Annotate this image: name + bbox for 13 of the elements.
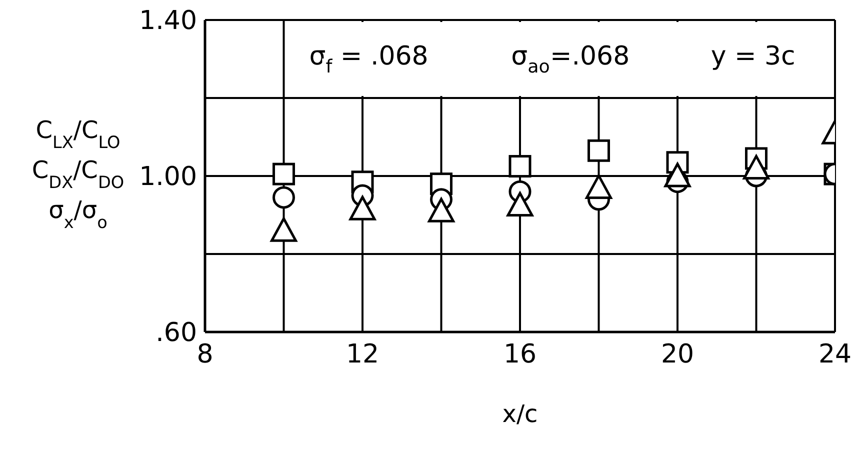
x-tick-label: 8 [196, 339, 214, 370]
x-tick-label: 24 [818, 339, 852, 370]
x-tick-label: 20 [660, 339, 694, 370]
y-tick-label: 1.00 [139, 162, 197, 192]
x-axis-title: x/c [502, 400, 538, 428]
annotation: σ$_{f}$ = .068 [309, 42, 428, 78]
x-tick-label: 16 [503, 339, 537, 370]
annotation: σ$_{ao}$=.068 [511, 42, 630, 78]
annotation: y = 3c [710, 42, 796, 72]
text: C$_{LX}$/C$_{LO}$ C$_{DX}$/C$_{DO}$ σ$_{x}$/σ$_{o}$ [32, 116, 124, 232]
y-tick-label: 1.40 [139, 6, 197, 36]
y-tick-label: .60 [156, 318, 197, 348]
x-tick-label: 12 [346, 339, 380, 370]
